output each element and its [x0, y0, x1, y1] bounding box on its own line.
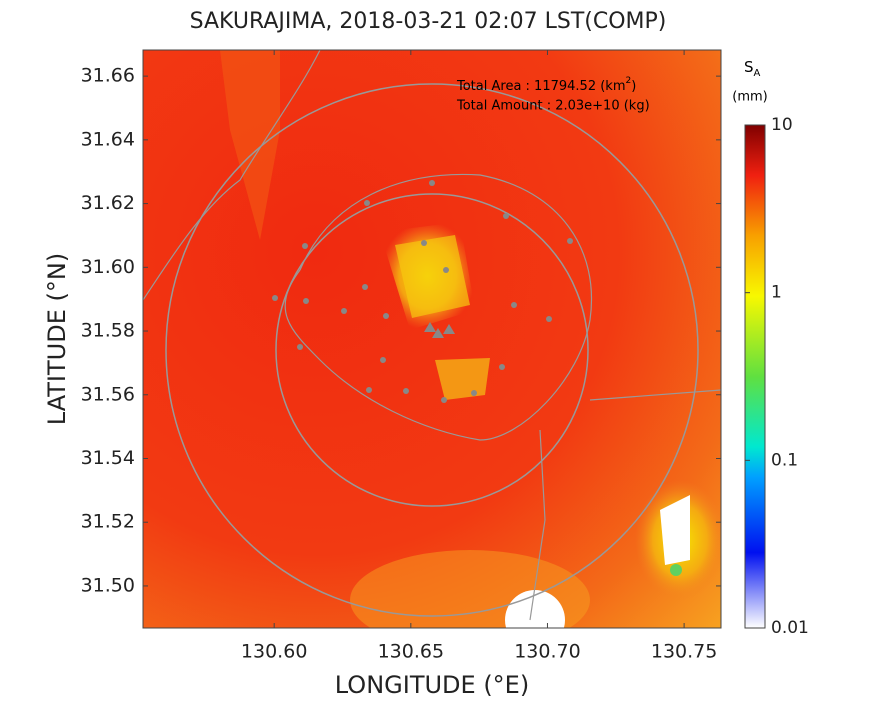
colorbar-tick-label: 10 — [771, 115, 793, 135]
y-tick-label: 31.60 — [81, 256, 135, 278]
chart-title: SAKURAJIMA, 2018-03-21 02:07 LST(COMP) — [190, 9, 667, 34]
plot-frame — [142, 49, 722, 629]
colorbar-sub: A — [754, 68, 761, 79]
annotation-tail: ) — [631, 79, 636, 94]
annotation-sup: 2 — [625, 76, 631, 86]
y-tick-label: 31.52 — [81, 511, 135, 533]
colorbar — [744, 124, 766, 629]
colorbar-tick-label: 1 — [771, 283, 782, 303]
y-axis-label: LATITUDE (°N) — [43, 253, 71, 425]
colorbar-symbol: S — [744, 58, 754, 76]
y-tick-label: 31.66 — [81, 65, 135, 87]
x-tick-label: 130.65 — [378, 641, 444, 663]
x-tick-label: 130.60 — [241, 641, 307, 663]
annotation: Total Amount : 2.03e+10 (kg) — [456, 99, 650, 114]
annotation: Total Area : 11794.52 (km2) — [456, 76, 636, 94]
heatmap-field — [143, 50, 721, 628]
colorbar-tick-label: 0.01 — [771, 618, 809, 638]
colorbar-unit: (mm) — [732, 90, 767, 105]
annotation-text: Total Area : 11794.52 (km — [456, 79, 625, 94]
x-axis-label: LONGITUDE (°E) — [335, 671, 529, 699]
y-tick-label: 31.50 — [81, 574, 135, 596]
y-tick-label: 31.62 — [81, 192, 135, 214]
x-tick-label: 130.70 — [514, 641, 580, 663]
y-tick-label: 31.58 — [81, 320, 135, 342]
y-tick-label: 31.54 — [81, 447, 135, 469]
colorbar-label: SA — [744, 58, 761, 80]
colorbar-tick-label: 0.1 — [771, 450, 798, 470]
y-tick-label: 31.56 — [81, 383, 135, 405]
y-tick-label: 31.64 — [81, 128, 135, 150]
x-tick-label: 130.75 — [651, 641, 717, 663]
